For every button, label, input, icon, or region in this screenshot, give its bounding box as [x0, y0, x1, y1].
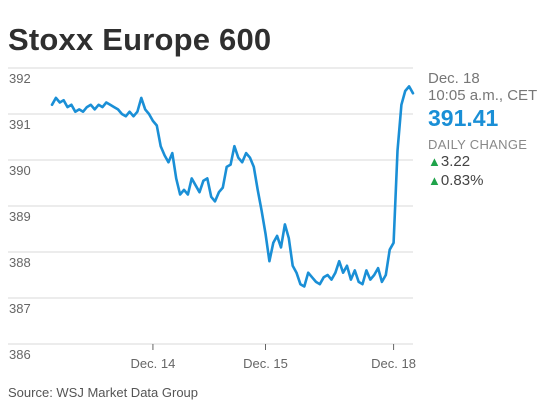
change-absolute: ▲3.22: [428, 152, 556, 171]
y-tick-label: 390: [9, 163, 31, 178]
change-percent-value: 0.83%: [440, 172, 484, 189]
y-tick-label: 387: [9, 301, 31, 316]
daily-change-label: DAILY CHANGE: [428, 137, 528, 152]
x-tick-label: Dec. 14: [131, 356, 176, 371]
quote-time: 10:05 a.m., CET: [428, 87, 538, 104]
y-tick-label: 388: [9, 255, 31, 270]
chart-title: Stoxx Europe 600: [8, 22, 272, 57]
y-tick-label: 392: [9, 71, 31, 86]
up-arrow-icon: ▲: [428, 154, 441, 169]
y-tick-label: 386: [9, 347, 31, 362]
y-tick-label: 391: [9, 117, 31, 132]
up-arrow-icon: ▲: [428, 173, 441, 188]
source-note: Source: WSJ Market Data Group: [8, 385, 199, 400]
series-line: [50, 85, 415, 288]
x-tick-label: Dec. 15: [243, 356, 288, 371]
change-percent: ▲0.83%: [428, 171, 556, 190]
quote-panel: Dec. 18 10:05 a.m., CET 391.41 DAILY CHA…: [428, 70, 556, 190]
y-tick-label: 389: [9, 209, 31, 224]
x-tick-label: Dec. 18: [371, 356, 416, 371]
change-absolute-value: 3.22: [440, 153, 471, 170]
quote-date: Dec. 18: [428, 70, 480, 87]
quote-price: 391.41: [428, 105, 499, 131]
